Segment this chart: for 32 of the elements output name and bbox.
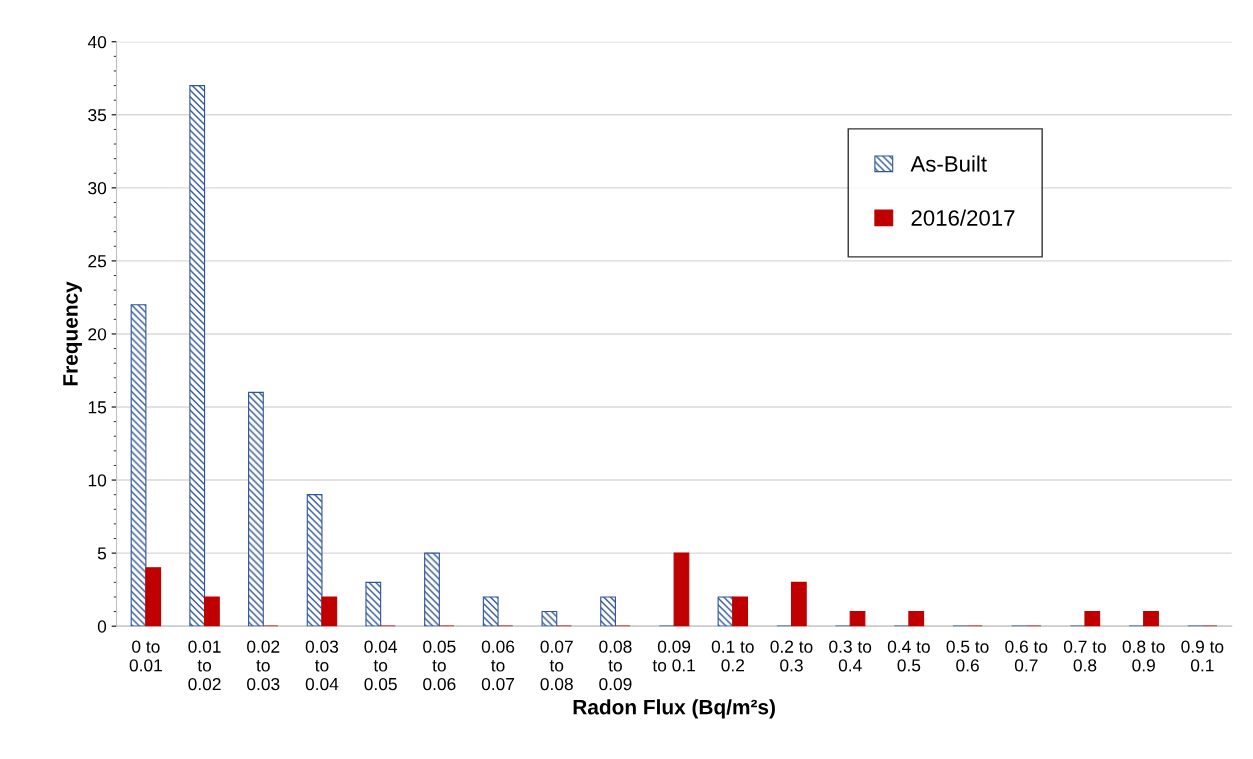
legend-label: As-Built [910,155,987,172]
y-tick-label: 40 [87,35,107,49]
x-tick-label: 0.09 to 0.1 [652,640,695,672]
y-tick-label: 5 [97,547,107,560]
x-tick-label: 0.3 to 0.4 [829,640,872,672]
y-axis-title: Frequency [63,281,82,386]
y-tick-label: 25 [88,255,107,268]
x-tick-label: 0.02 to 0.03 [247,640,280,691]
x-tick-label: 0.04 to 0.05 [364,640,398,691]
x-tick-label: 0.1 to 0.2 [711,640,754,672]
x-tick-label: 0 to 0.01 [129,640,162,672]
y-tick-label: 15 [88,401,107,414]
x-tick-label: 0.08 to 0.09 [599,640,632,691]
y-tick-label: 35 [88,108,107,122]
x-tick-label: 0.4 to 0.5 [887,640,930,672]
x-tick-label: 0.05 to 0.06 [423,640,456,691]
x-tick-label: 0.07 to 0.08 [540,640,573,691]
x-tick-label: 0.2 to 0.3 [770,640,813,672]
legend-label: 2016/2017 [911,209,1015,226]
x-tick-label: 0.01 to 0.02 [188,640,221,691]
x-tick-label: 0.7 to 0.8 [1063,640,1106,672]
x-tick-label: 0.6 to 0.7 [1005,640,1048,672]
y-tick-label: 10 [88,474,107,487]
x-tick-label: 0.06 to 0.07 [481,640,515,691]
y-tick-label: 20 [88,328,107,341]
x-tick-label: 0.8 to 0.9 [1122,640,1165,672]
x-tick-label: 0.9 to 0.1 [1181,640,1224,672]
x-axis-title: Radon Flux (Bq/m²s) [573,699,775,719]
y-tick-label: 0 [97,620,107,633]
y-tick-label: 30 [88,182,107,195]
x-tick-label: 0.5 to 0.6 [946,640,989,672]
x-tick-label: 0.03 to 0.04 [305,640,339,691]
